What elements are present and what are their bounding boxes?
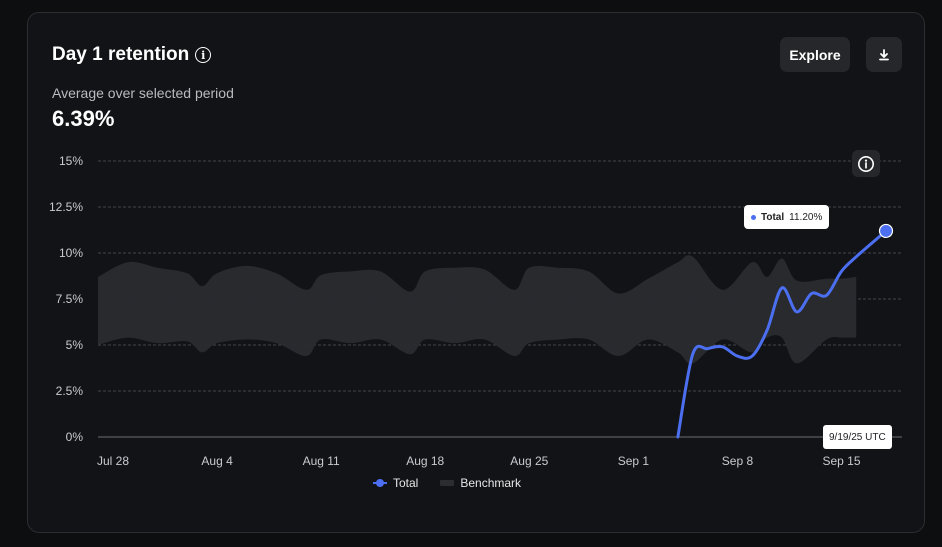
legend-swatch-total bbox=[373, 479, 387, 487]
legend-swatch-benchmark bbox=[440, 480, 455, 486]
x-tick-label: Sep 8 bbox=[722, 454, 754, 468]
tooltip-value: 11.20% bbox=[789, 211, 823, 223]
tooltip-series-name: Total bbox=[761, 211, 785, 223]
chart-legend: Total Benchmark bbox=[373, 476, 521, 490]
x-tick-label: Aug 25 bbox=[510, 454, 548, 468]
y-tick-label: 10% bbox=[59, 246, 83, 260]
legend-item-benchmark[interactable]: Benchmark bbox=[440, 476, 521, 490]
date-tooltip: 9/19/25 UTC bbox=[823, 425, 892, 449]
x-tick-label: Jul 28 bbox=[97, 454, 129, 468]
legend-label-benchmark: Benchmark bbox=[460, 476, 522, 490]
legend-label-total: Total bbox=[393, 476, 419, 490]
legend-item-total[interactable]: Total bbox=[373, 476, 418, 490]
chart-info-button[interactable] bbox=[852, 150, 880, 177]
download-button[interactable] bbox=[866, 37, 902, 72]
explore-button[interactable]: Explore bbox=[780, 37, 850, 72]
total-last-point bbox=[878, 223, 894, 239]
total-series-line bbox=[676, 229, 888, 439]
x-tick-label: Aug 4 bbox=[201, 454, 233, 468]
x-tick-label: Sep 15 bbox=[823, 454, 861, 468]
tooltip-series-dot bbox=[751, 214, 756, 220]
y-tick-label: 0% bbox=[66, 430, 84, 444]
y-tick-label: 2.5% bbox=[56, 384, 84, 398]
x-tick-label: Aug 11 bbox=[303, 454, 340, 468]
y-tick-label: 5% bbox=[66, 338, 84, 352]
info-circle-icon bbox=[858, 155, 874, 172]
download-icon bbox=[879, 48, 889, 60]
info-icon[interactable]: i bbox=[195, 47, 212, 63]
average-value: 6.39% bbox=[52, 106, 115, 131]
benchmark-band bbox=[98, 255, 857, 364]
x-tick-label: Aug 18 bbox=[406, 454, 444, 468]
chart-title-row: Day 1 retention i bbox=[52, 44, 212, 66]
y-tick-label: 15% bbox=[59, 154, 83, 168]
y-tick-label: 12.5% bbox=[49, 200, 83, 214]
page-title: Day 1 retention bbox=[52, 44, 190, 65]
x-tick-label: Sep 1 bbox=[618, 454, 650, 468]
y-tick-label: 7.5% bbox=[56, 292, 84, 306]
value-tooltip: Total 11.20% bbox=[744, 205, 830, 229]
average-label: Average over selected period bbox=[52, 85, 234, 101]
